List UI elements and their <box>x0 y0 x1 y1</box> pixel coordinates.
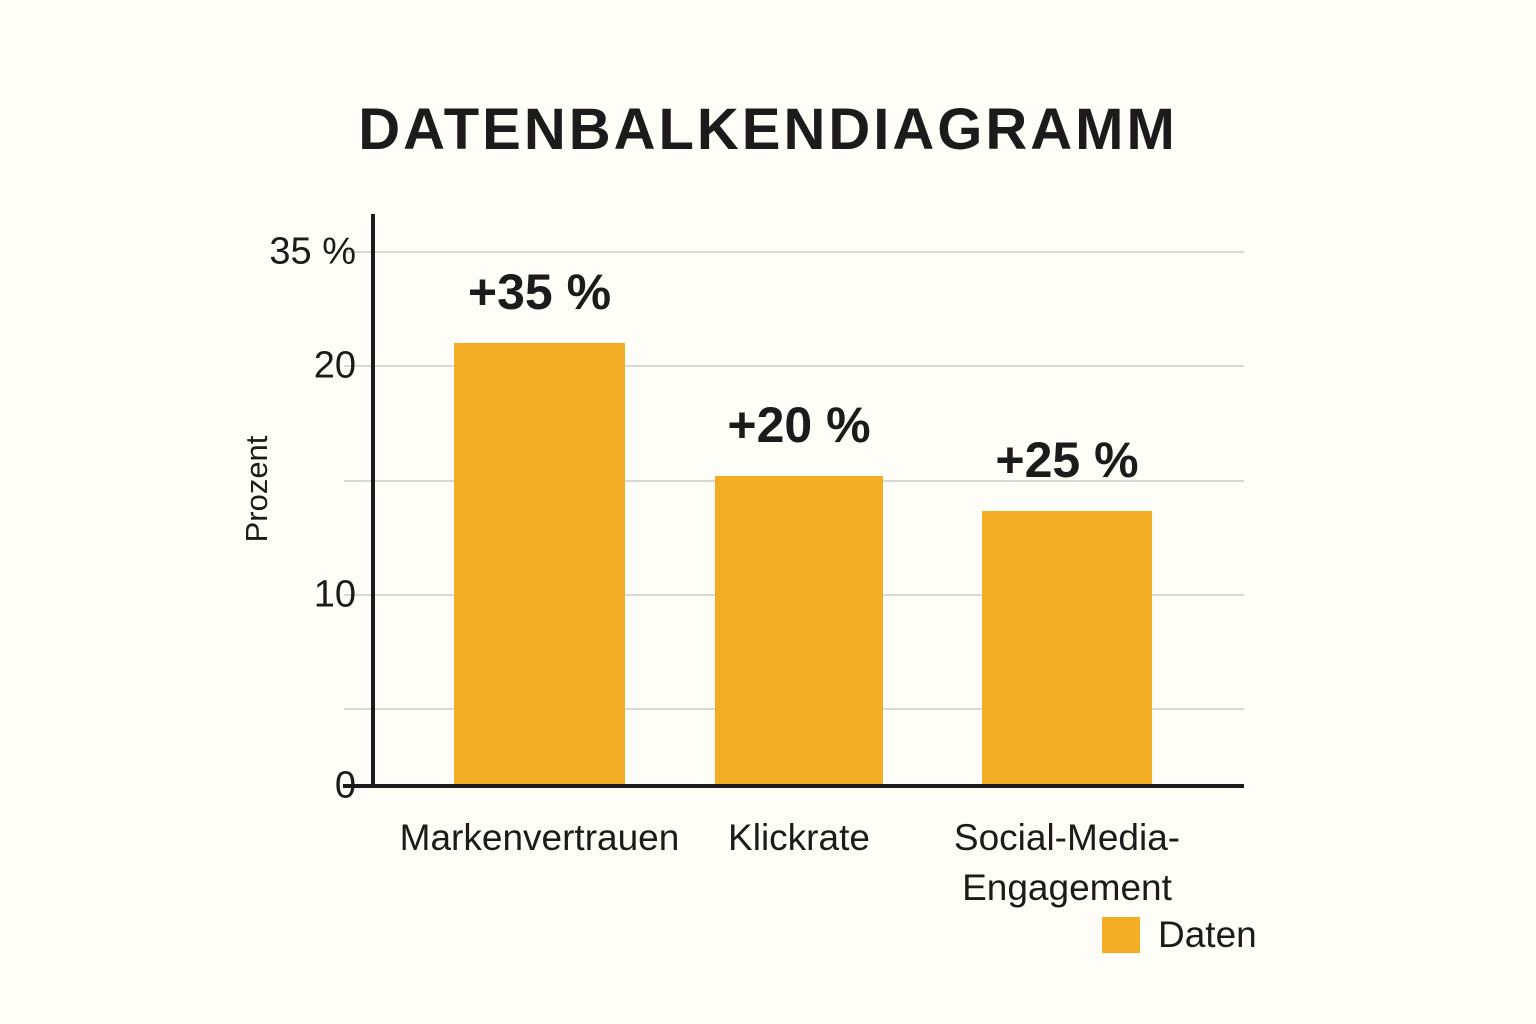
chart-title: DATENBALKENDIAGRAMM <box>358 97 1178 162</box>
bar-value-label: +25 % <box>995 432 1139 488</box>
x-category-label: Klickrate <box>728 817 870 858</box>
x-axis-line <box>343 784 1244 788</box>
x-category-label: Markenvertrauen <box>399 817 680 858</box>
bar <box>715 476 883 786</box>
bar <box>982 511 1152 786</box>
y-tick-label: 0 <box>334 764 356 807</box>
y-tick-label: 10 <box>313 573 356 616</box>
bar <box>454 343 625 786</box>
legend-label: Daten <box>1158 914 1257 955</box>
x-category-label: Social-Media- Engagement <box>953 817 1181 908</box>
bar-value-label: +20 % <box>727 397 871 453</box>
legend-swatch <box>1102 917 1140 953</box>
bar-value-label: +35 % <box>467 264 612 320</box>
gridline <box>344 365 1244 367</box>
gridline <box>344 251 1244 253</box>
y-tick-label: 20 <box>313 344 356 387</box>
y-axis-line <box>371 214 375 788</box>
y-axis-title: Prozent <box>239 435 274 543</box>
y-tick-label: 35 % <box>269 230 356 273</box>
